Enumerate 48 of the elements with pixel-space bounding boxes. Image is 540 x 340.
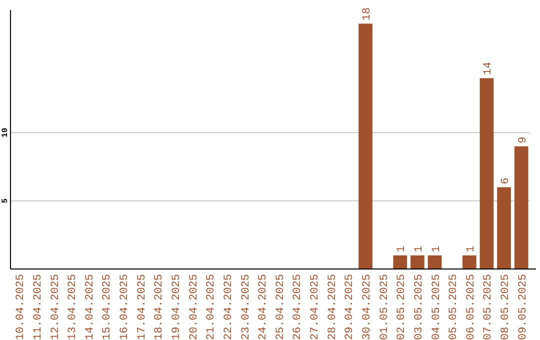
bar	[480, 78, 494, 269]
data-label: 1	[413, 245, 426, 252]
x-tick-label: 18.04.2025	[154, 274, 166, 340]
x-tick-label: 23.04.2025	[240, 274, 252, 340]
bar	[462, 255, 476, 269]
bar	[410, 255, 424, 269]
data-label: 14	[482, 62, 495, 76]
x-tick-label: 15.04.2025	[102, 274, 114, 340]
y-tick-label: 5	[1, 198, 10, 204]
y-tick-label: 10	[1, 128, 10, 138]
x-tick-label: 03.05.2025	[413, 274, 426, 340]
x-tick-label: 04.05.2025	[430, 274, 443, 340]
x-tick-label: 12.04.2025	[50, 274, 62, 340]
x-tick-label: 10.04.2025	[15, 274, 28, 340]
x-tick-label: 06.05.2025	[465, 274, 478, 340]
x-tick-label: 22.04.2025	[222, 274, 235, 340]
data-label: 18	[361, 7, 374, 21]
x-tick-label: 05.05.2025	[448, 274, 460, 340]
x-tick-label: 16.04.2025	[119, 274, 132, 340]
x-tick-label: 30.04.2025	[361, 274, 374, 340]
data-label: 6	[500, 178, 512, 184]
x-tick-label: 14.04.2025	[84, 274, 96, 340]
x-tick-label: 20.04.2025	[188, 274, 200, 340]
x-tick-label: 13.04.2025	[67, 274, 80, 340]
x-tick-label: 01.05.2025	[378, 274, 391, 340]
data-label: 1	[465, 245, 478, 252]
x-tick-label: 27.04.2025	[310, 274, 322, 340]
x-tick-label: 08.05.2025	[500, 274, 512, 340]
data-label: 9	[517, 136, 530, 144]
data-label: 1	[430, 245, 443, 252]
x-tick-label: 02.05.2025	[396, 274, 408, 340]
data-label: 1	[396, 245, 408, 252]
x-tick-label: 26.04.2025	[292, 274, 304, 340]
x-tick-label: 28.04.2025	[326, 274, 339, 340]
x-tick-label: 11.04.2025	[32, 274, 44, 340]
bar	[358, 24, 372, 269]
bar	[514, 146, 528, 269]
x-tick-label: 09.05.2025	[517, 274, 530, 340]
bar	[393, 255, 408, 269]
x-tick-label: 07.05.2025	[482, 274, 495, 340]
x-tick-label: 29.04.2025	[344, 274, 356, 340]
x-tick-label: 24.04.2025	[258, 274, 270, 340]
x-tick-label: 21.04.2025	[206, 274, 218, 340]
x-tick-label: 25.04.2025	[274, 274, 287, 340]
x-tick-label: 17.04.2025	[136, 274, 148, 340]
x-tick-label: 19.04.2025	[171, 274, 184, 340]
bar	[497, 187, 511, 269]
bar	[428, 255, 442, 269]
